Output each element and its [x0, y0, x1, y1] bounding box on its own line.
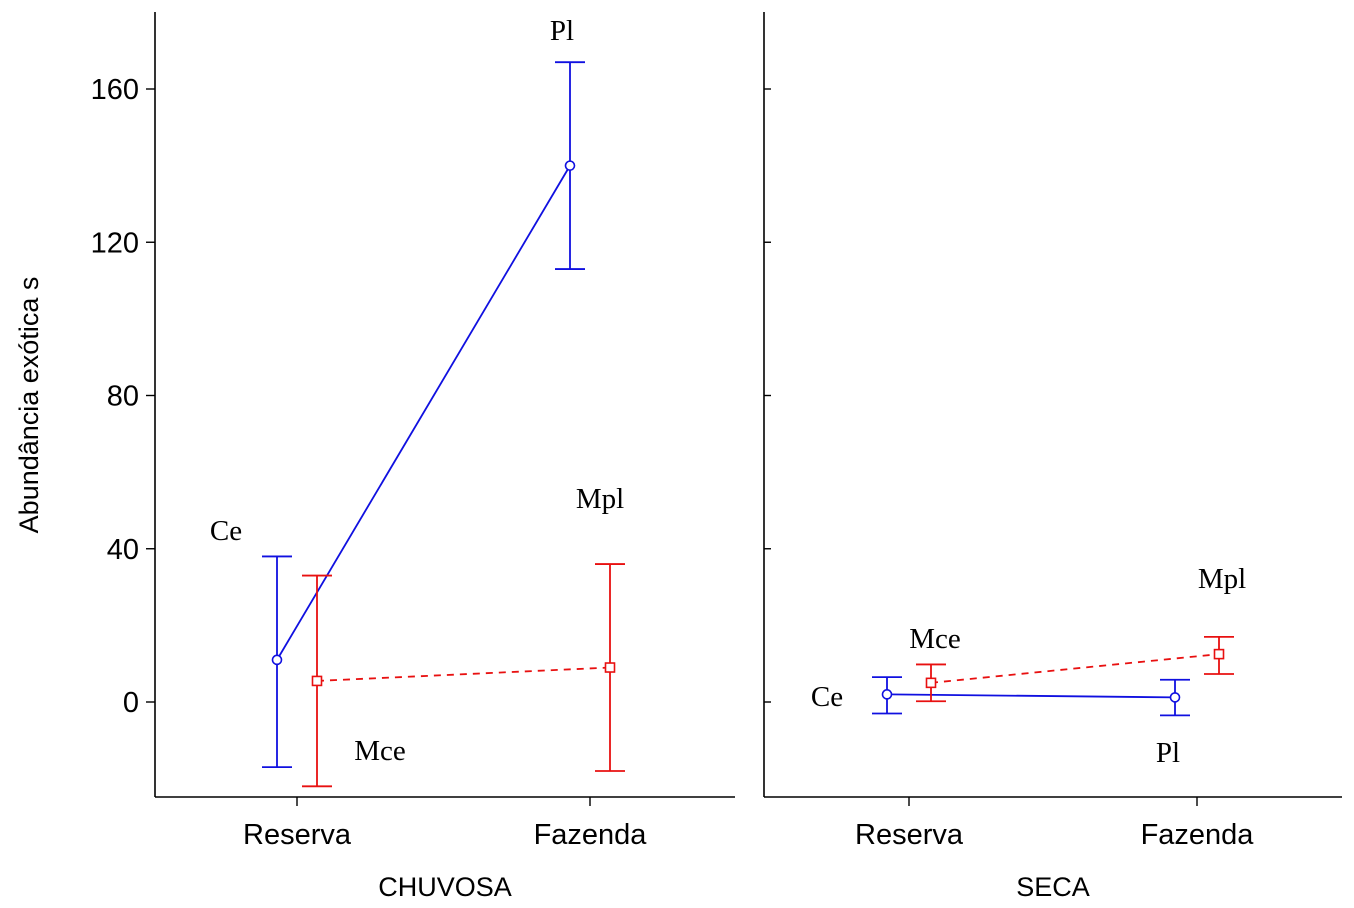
x-axis-title: SECA — [1016, 872, 1090, 902]
y-tick-label: 0 — [123, 687, 139, 719]
label-pl: Pl — [550, 15, 574, 47]
mean-point-square — [1213, 648, 1225, 660]
label-ce: Ce — [210, 515, 242, 547]
mean-point-circle — [881, 689, 893, 700]
label-ce: Ce — [811, 681, 843, 713]
series-line — [276, 165, 571, 661]
label-pl: Pl — [1156, 737, 1180, 769]
y-tick-label: 80 — [107, 381, 139, 413]
label-mpl: Mpl — [1198, 563, 1246, 595]
x-tick-label-fazenda: Fazenda — [1141, 819, 1255, 851]
x-tick-label-reserva: Reserva — [855, 819, 964, 851]
series-line — [886, 693, 1176, 699]
x-tick-label-fazenda: Fazenda — [534, 819, 648, 851]
mean-point-circle — [564, 160, 576, 171]
mean-point-circle — [1169, 692, 1181, 703]
series-line — [316, 666, 611, 682]
y-tick-label: 160 — [91, 74, 139, 106]
label-mce: Mce — [354, 735, 406, 767]
x-tick-label-reserva: Reserva — [243, 819, 352, 851]
series-line — [930, 653, 1220, 684]
mean-point-square — [604, 662, 616, 673]
mean-point-square — [925, 677, 937, 689]
label-mpl: Mpl — [576, 483, 624, 515]
label-mce: Mce — [909, 623, 961, 655]
y-axis-title: Abundância exótica s — [14, 277, 44, 534]
mean-point-circle — [271, 654, 283, 666]
x-axis-title: CHUVOSA — [378, 872, 512, 902]
y-tick-label: 120 — [91, 227, 139, 259]
mean-point-square — [311, 675, 323, 687]
y-tick-label: 40 — [107, 534, 139, 566]
